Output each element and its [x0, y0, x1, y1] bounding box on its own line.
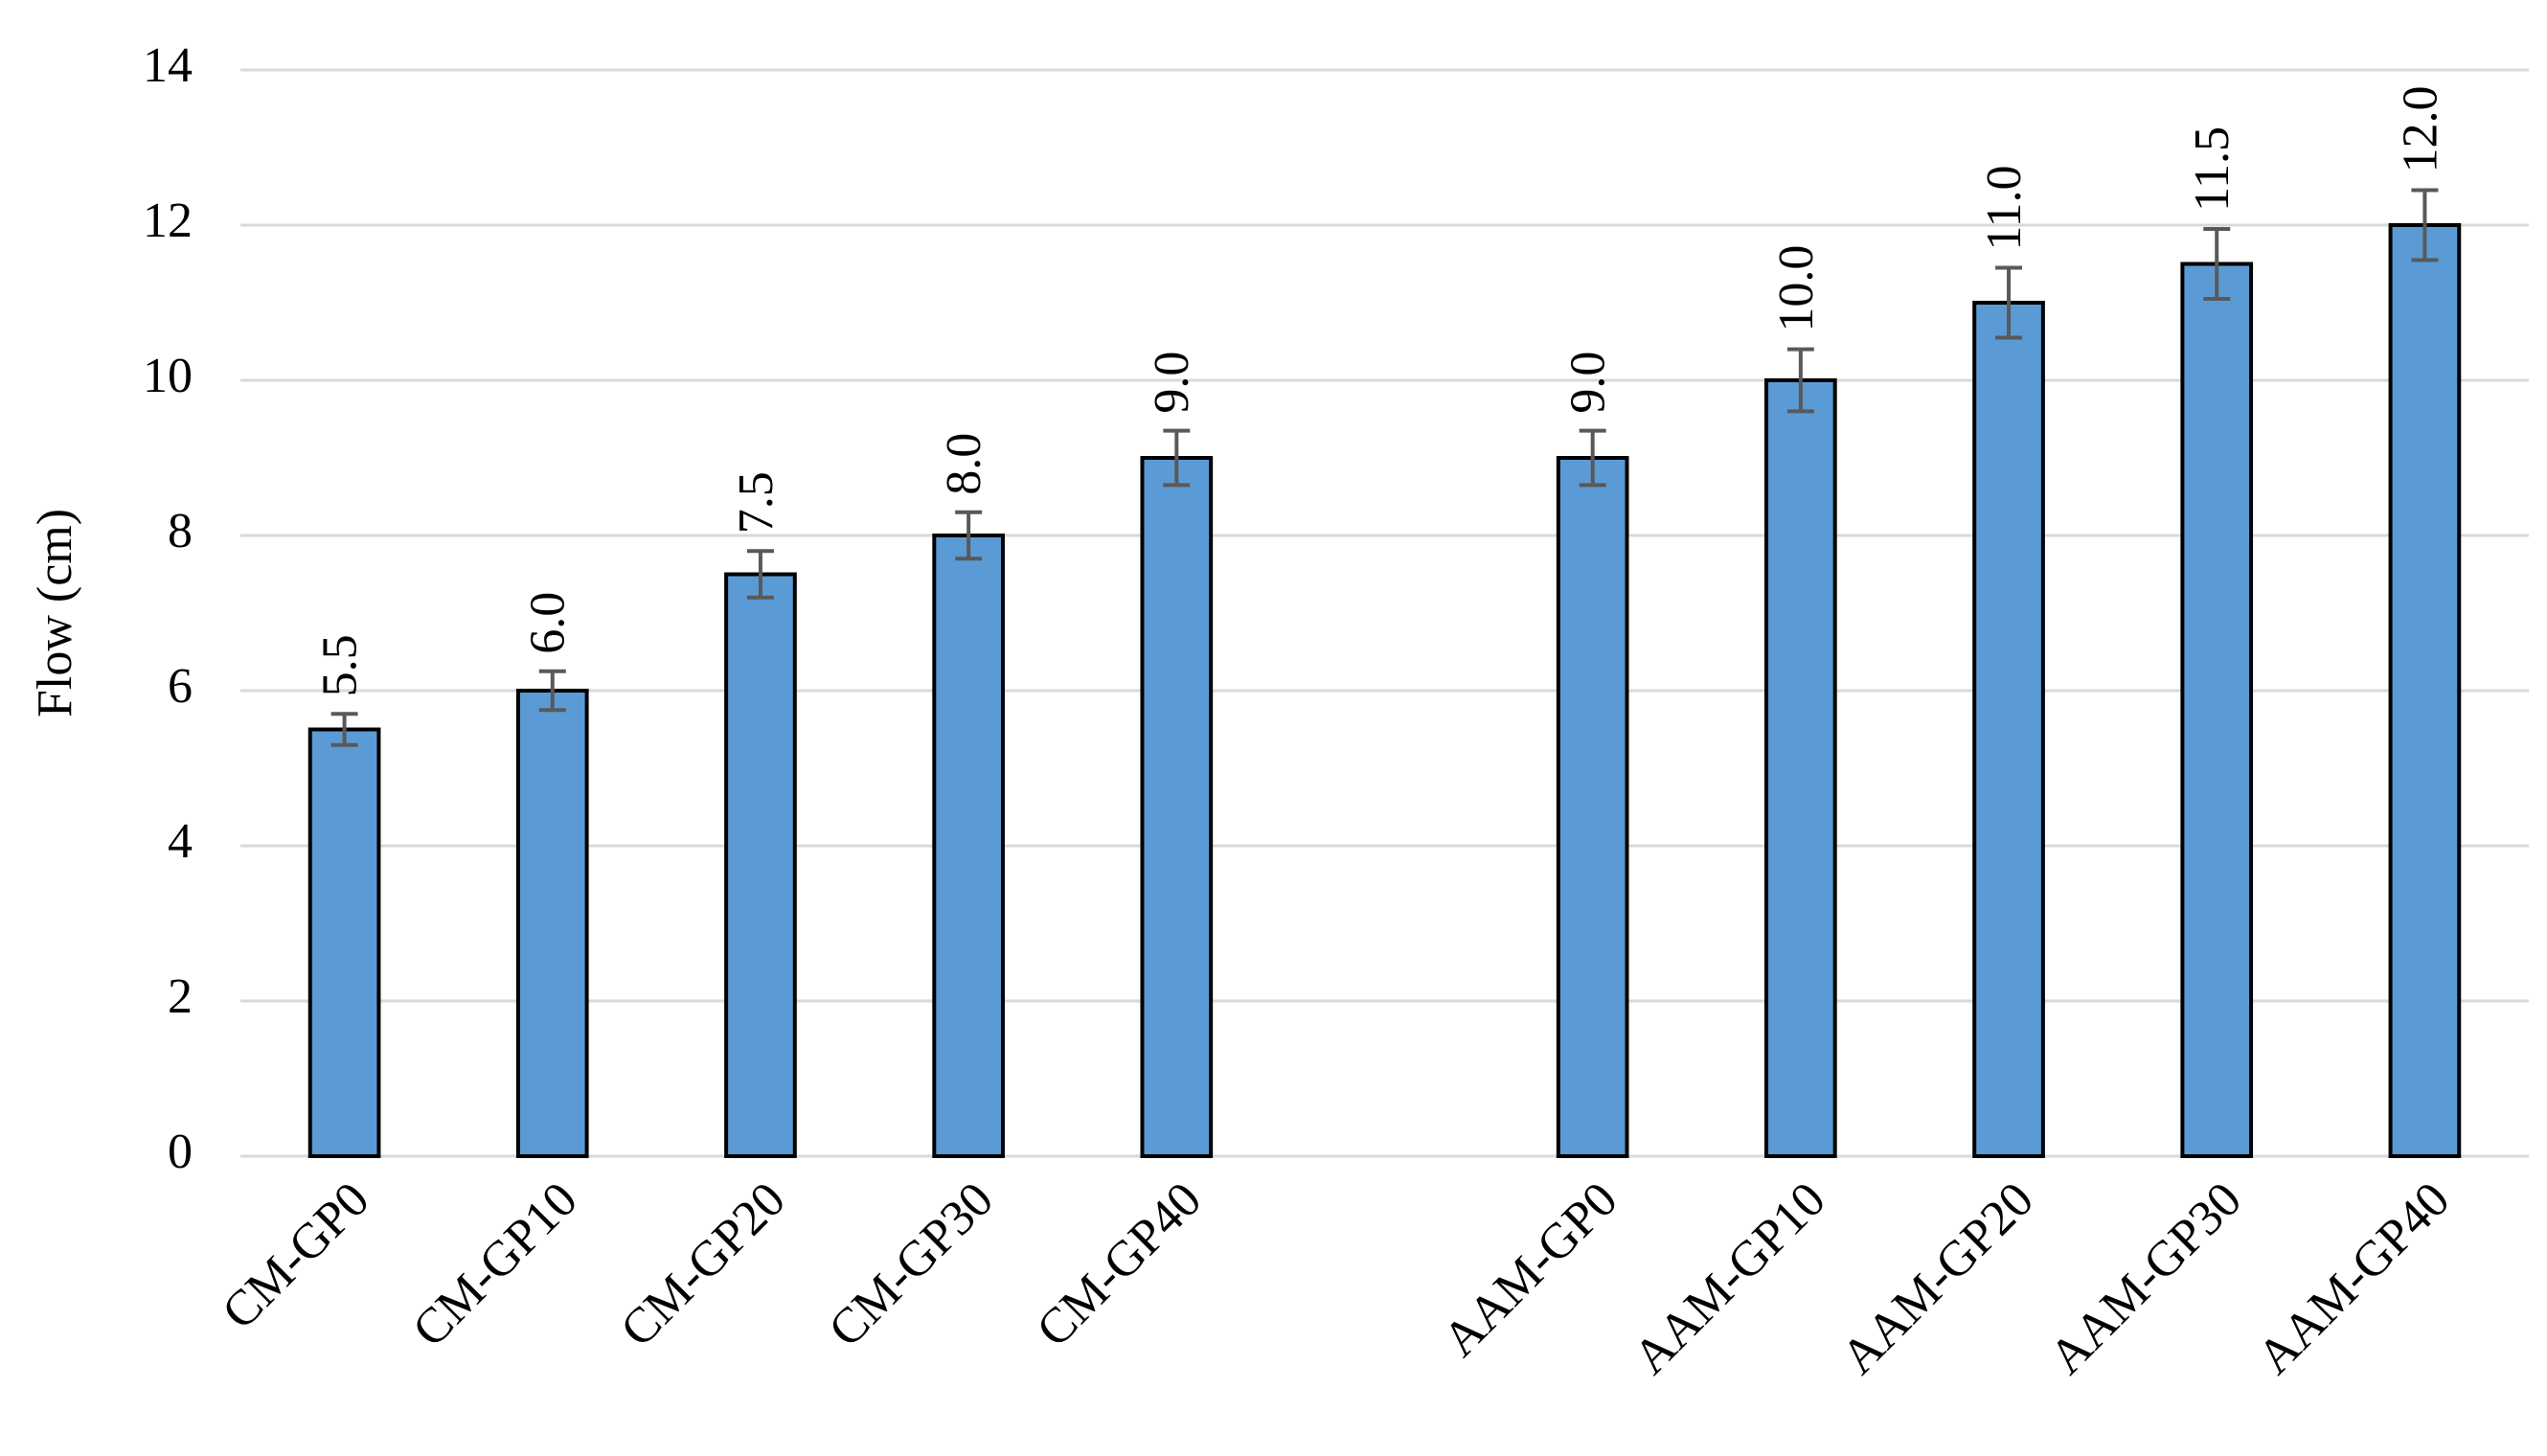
bar	[1140, 456, 1214, 1158]
error-bar	[1786, 347, 1814, 414]
bar	[1972, 301, 2045, 1158]
value-label: 10.0	[1769, 245, 1824, 332]
y-tick-label: 12	[143, 193, 193, 248]
y-tick-label: 0	[168, 1125, 193, 1179]
x-tick-label: CM-GP40	[1027, 1172, 1213, 1358]
y-axis-title: Flow (cm)	[28, 509, 82, 717]
x-tick-label: CM-GP0	[212, 1172, 379, 1340]
x-tick-label: AAM-GP30	[2039, 1172, 2252, 1385]
x-tick-label: CM-GP30	[819, 1172, 1005, 1358]
bar	[932, 534, 1005, 1158]
y-tick-label: 6	[168, 659, 193, 714]
error-bar	[2411, 188, 2439, 262]
bar	[515, 689, 589, 1158]
bar	[724, 572, 797, 1158]
error-bar	[746, 549, 774, 600]
error-bar	[330, 712, 358, 747]
x-tick-label: CM-GP10	[402, 1172, 588, 1358]
error-bar	[1579, 428, 1606, 488]
y-tick-label: 14	[143, 38, 193, 93]
value-label: 6.0	[521, 592, 576, 654]
value-label: 9.0	[1561, 352, 1616, 414]
error-bar	[2203, 227, 2231, 301]
value-label: 9.0	[1145, 352, 1199, 414]
bar	[1556, 456, 1629, 1158]
value-label: 5.5	[313, 634, 368, 696]
y-tick-label: 4	[168, 814, 193, 869]
value-label: 11.0	[1977, 165, 2032, 250]
error-bar	[955, 510, 983, 561]
x-tick-label: AAM-GP40	[2247, 1172, 2460, 1385]
bar	[2180, 262, 2254, 1158]
x-tick-label: CM-GP20	[610, 1172, 796, 1358]
bar	[1764, 378, 1837, 1158]
error-bar	[1163, 428, 1191, 488]
error-bar	[1995, 265, 2023, 340]
x-tick-label: AAM-GP20	[1831, 1172, 2044, 1385]
y-tick-label: 10	[143, 349, 193, 403]
x-tick-label: AAM-GP10	[1624, 1172, 1836, 1385]
value-label: 7.5	[729, 471, 784, 534]
error-bar	[538, 669, 566, 713]
value-label: 11.5	[2185, 126, 2240, 212]
y-tick-label: 2	[168, 969, 193, 1024]
value-label: 8.0	[937, 433, 991, 495]
bar	[2388, 223, 2462, 1158]
y-tick-label: 8	[168, 504, 193, 558]
value-label: 12.0	[2393, 86, 2447, 173]
bar	[307, 727, 381, 1158]
x-tick-label: AAM-GP0	[1433, 1172, 1628, 1368]
